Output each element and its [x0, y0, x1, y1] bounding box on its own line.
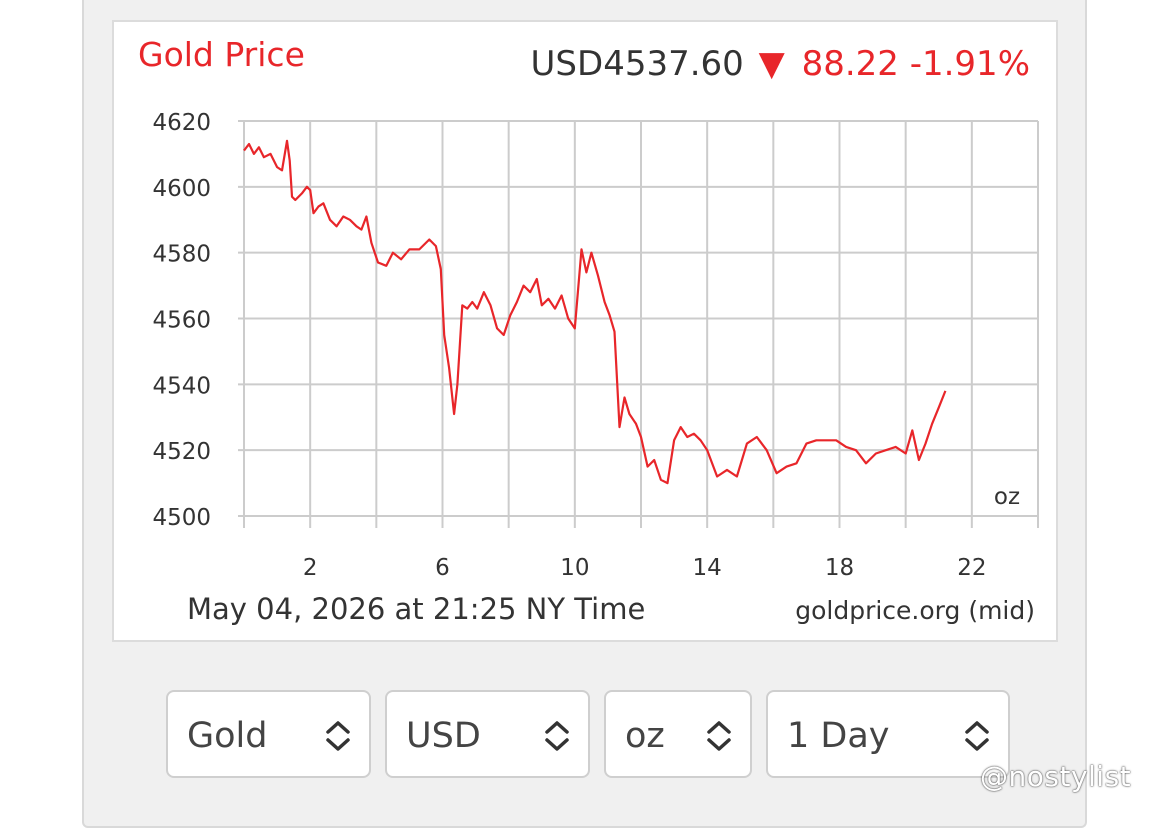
metal-select[interactable]: Gold [166, 690, 371, 778]
updown-chevron-icon [545, 721, 569, 751]
metal-select-value: Gold [187, 716, 268, 756]
chart-card [112, 20, 1058, 642]
updown-chevron-icon [965, 721, 989, 751]
watermark-text: @nostylist [980, 760, 1132, 793]
updown-chevron-icon [326, 721, 350, 751]
currency-select[interactable]: USD [385, 690, 590, 778]
watermark: @nostylist [980, 760, 1131, 793]
period-select-value: 1 Day [787, 716, 890, 756]
currency-select-value: USD [406, 716, 481, 756]
unit-select-value: oz [625, 716, 665, 756]
updown-chevron-icon [707, 721, 731, 751]
period-select[interactable]: 1 Day [766, 690, 1010, 778]
unit-select[interactable]: oz [604, 690, 752, 778]
